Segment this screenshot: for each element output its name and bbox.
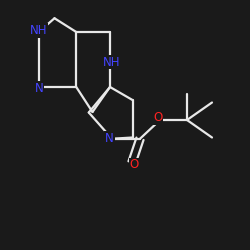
Text: N: N <box>34 82 43 95</box>
Text: N: N <box>105 132 114 145</box>
Text: O: O <box>130 158 139 172</box>
Text: NH: NH <box>102 56 120 68</box>
Text: O: O <box>153 111 162 124</box>
Text: NH: NH <box>30 24 48 37</box>
